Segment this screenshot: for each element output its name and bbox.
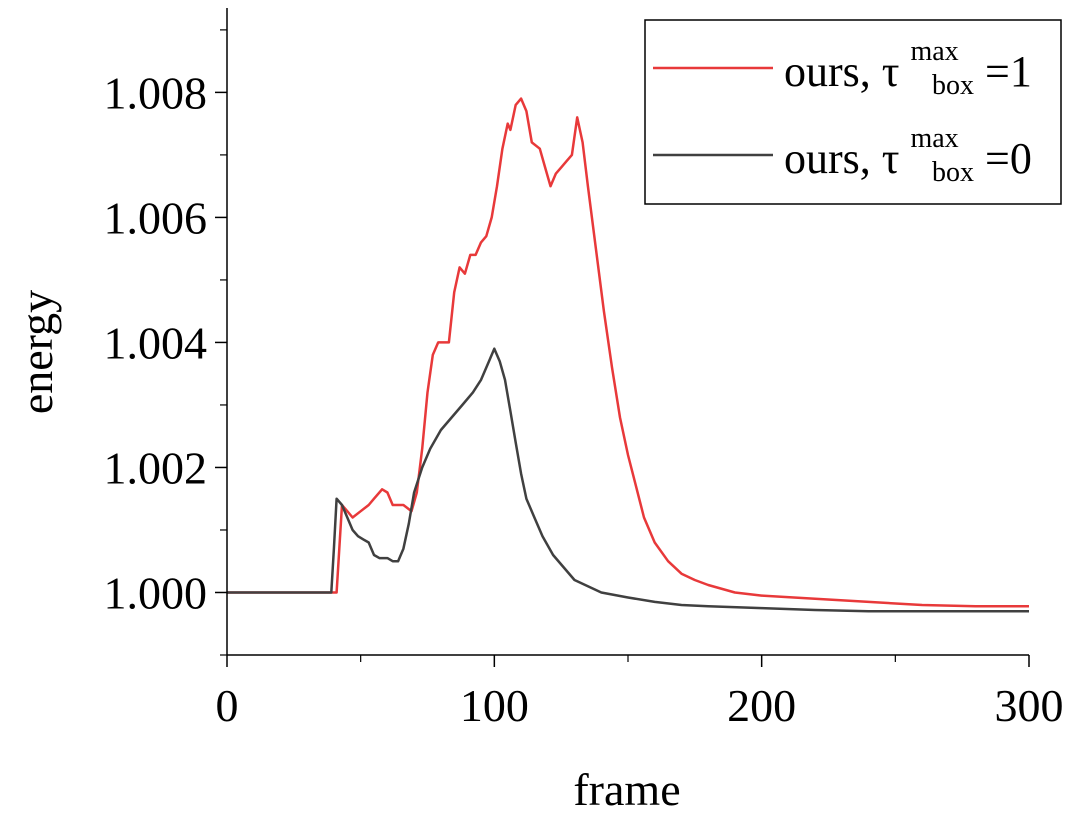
y-tick-label-2: 1.004	[104, 317, 208, 368]
x-axis-title: frame	[573, 764, 680, 815]
tick-layer: 0 100 200 300 1.000 1.002 1.004 1.006 1.008	[104, 29, 1064, 731]
legend-label-2-suffix: =0	[985, 134, 1032, 183]
legend-box	[644, 19, 1062, 205]
series-line-1	[227, 97, 1029, 608]
legend-label-1-sup: max	[910, 36, 958, 67]
legend: ours, τ max box =1 ours, τ max box =0	[644, 19, 1062, 205]
legend-label-2-prefix: ours, τ	[784, 134, 899, 183]
x-tick-label-2: 200	[727, 680, 796, 731]
x-tick-label-3: 300	[995, 680, 1064, 731]
legend-label-1-sub: box	[932, 70, 974, 101]
legend-entry-2: ours, τ max box =0	[653, 108, 1032, 191]
svg-text:ours, τ max bo: ours, τ max box =0	[784, 108, 1032, 191]
y-axis-title: energy	[11, 290, 62, 414]
y-tick-label-0: 1.000	[104, 567, 208, 618]
series-layer	[227, 97, 1029, 613]
legend-label-1-suffix: =1	[985, 47, 1032, 96]
series-line-2	[227, 347, 1029, 613]
y-tick-label-1: 1.002	[104, 442, 208, 493]
x-tick-label-0: 0	[216, 680, 239, 731]
y-tick-label-3: 1.006	[104, 192, 208, 243]
x-tick-label-1: 100	[460, 680, 529, 731]
legend-label-2-sup: max	[910, 123, 958, 154]
svg-text:ours, τ max bo: ours, τ max box =1	[784, 21, 1032, 104]
legend-entry-1: ours, τ max box =1	[653, 21, 1032, 104]
legend-label-1-prefix: ours, τ	[784, 47, 899, 96]
legend-label-2-sub: box	[932, 157, 974, 188]
y-tick-label-4: 1.008	[104, 67, 208, 118]
